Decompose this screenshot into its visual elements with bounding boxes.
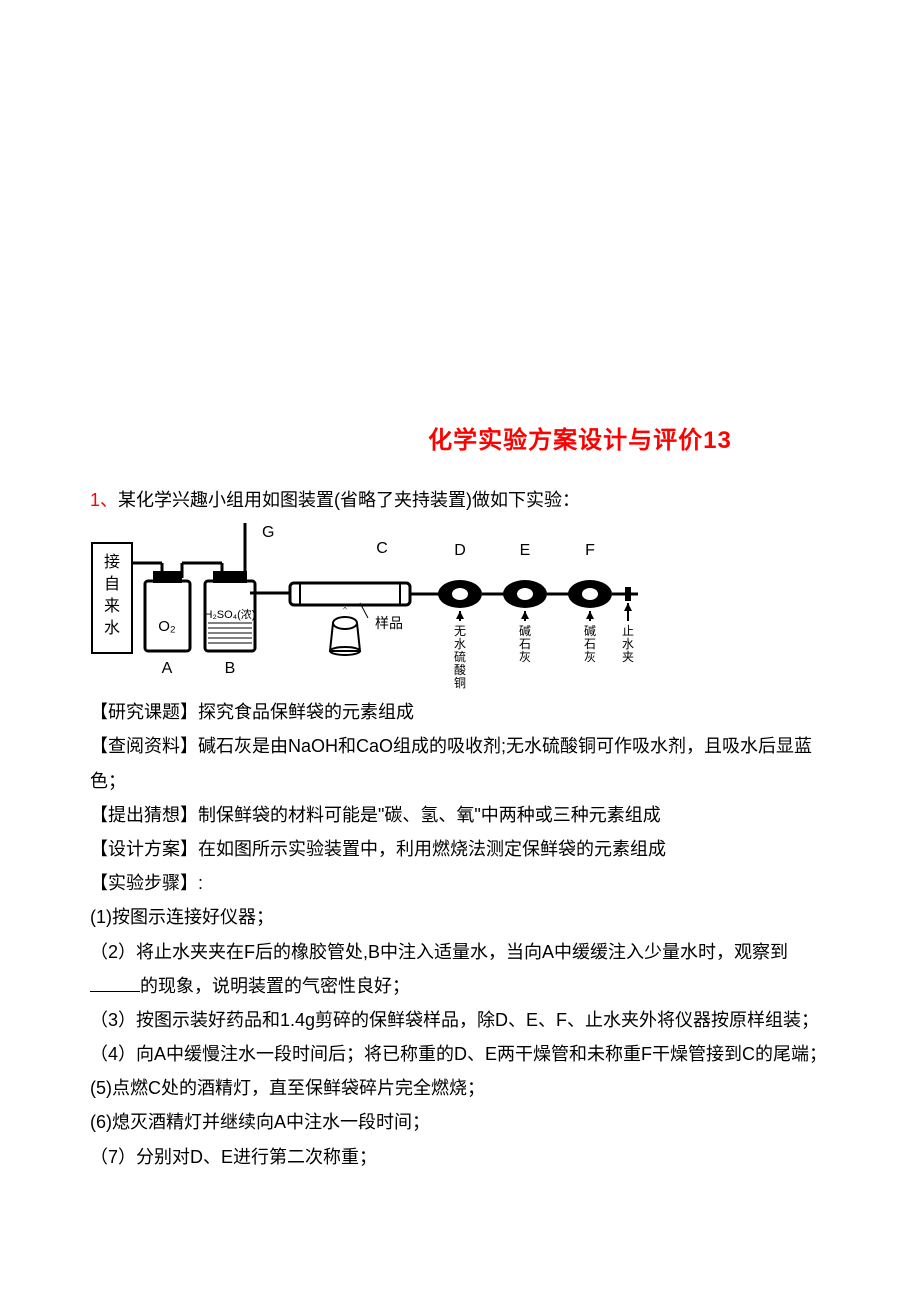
svg-text:水: 水 bbox=[622, 637, 634, 651]
label-E: E bbox=[520, 542, 531, 559]
step-1: (1)按图示连接好仪器； bbox=[90, 900, 830, 934]
apparatus-diagram: 接 自 来 水 O₂ A bbox=[90, 523, 830, 693]
section-info: 【查阅资料】碱石灰是由NaOH和CaO组成的吸收剂;无水硫酸铜可作吸水剂，且吸水… bbox=[90, 729, 830, 797]
svg-text:石: 石 bbox=[519, 637, 531, 651]
section-plan: 【设计方案】在如图所示实验装置中，利用燃烧法测定保鲜袋的元素组成 bbox=[90, 832, 830, 866]
label-G: G bbox=[262, 524, 274, 541]
section-hypo: 【提出猜想】制保鲜袋的材料可能是"碳、氢、氧"中两种或三种元素组成 bbox=[90, 798, 830, 832]
label-B: B bbox=[225, 660, 236, 677]
apparatus-svg: 接 自 来 水 O₂ A bbox=[90, 523, 650, 693]
label-sample: 样品 bbox=[375, 615, 403, 631]
svg-text:石: 石 bbox=[584, 637, 596, 651]
label-A-sub: O₂ bbox=[158, 618, 176, 635]
step-5: (5)点燃C处的酒精灯，直至保鲜袋碎片完全燃烧； bbox=[90, 1071, 830, 1105]
label-F: F bbox=[585, 542, 595, 559]
label-B-sub: H₂SO₄(浓) bbox=[205, 608, 256, 621]
step-6: (6)熄灭酒精灯并继续向A中注水一段时间； bbox=[90, 1105, 830, 1139]
svg-text:止: 止 bbox=[622, 624, 634, 638]
svg-text:酸: 酸 bbox=[454, 662, 466, 677]
step-2: （2）将止水夹夹在F后的橡胶管处,B中注入适量水，当向A中缓缓注入少量水时，观察… bbox=[90, 935, 830, 1003]
doc-title: 化学实验方案设计与评价13 bbox=[90, 420, 830, 455]
svg-text:碱: 碱 bbox=[519, 624, 531, 638]
section-steps-label: 【实验步骤】: bbox=[90, 866, 830, 900]
step-7: （7）分别对D、E进行第二次称重； bbox=[90, 1140, 830, 1174]
question-number: 1、 bbox=[90, 490, 118, 510]
label-A: A bbox=[162, 660, 173, 677]
label-D: D bbox=[454, 542, 466, 559]
document-page: 化学实验方案设计与评价13 1、某化学兴趣小组用如图装置(省略了夹持装置)做如下… bbox=[0, 0, 920, 1234]
label-box: 接 bbox=[104, 553, 120, 571]
svg-text:灰: 灰 bbox=[584, 650, 596, 664]
step-3: （3）按图示装好药品和1.4g剪碎的保鲜袋样品，除D、E、F、止水夹外将仪器按原… bbox=[90, 1003, 830, 1037]
svg-text:夹: 夹 bbox=[622, 650, 634, 664]
svg-text:水: 水 bbox=[454, 637, 466, 651]
svg-text:来: 来 bbox=[104, 597, 120, 615]
svg-text:碱: 碱 bbox=[584, 624, 596, 638]
label-C: C bbox=[376, 540, 388, 557]
blank-field bbox=[90, 991, 140, 992]
svg-text:自: 自 bbox=[104, 575, 120, 593]
doc-body: 1、某化学兴趣小组用如图装置(省略了夹持装置)做如下实验： 接 自 来 水 O₂… bbox=[90, 483, 830, 1174]
svg-text:硫: 硫 bbox=[454, 649, 466, 664]
svg-text:无: 无 bbox=[454, 624, 466, 638]
question-intro: 某化学兴趣小组用如图装置(省略了夹持装置)做如下实验： bbox=[118, 490, 580, 510]
section-topic: 【研究课题】探究食品保鲜袋的元素组成 bbox=[90, 695, 830, 729]
svg-text:灰: 灰 bbox=[519, 650, 531, 664]
step-4: （4）向A中缓慢注水一段时间后；将已称重的D、E两干燥管和未称重F干燥管接到C的… bbox=[90, 1037, 830, 1071]
svg-text:水: 水 bbox=[104, 619, 120, 637]
svg-text:铜: 铜 bbox=[454, 675, 466, 690]
